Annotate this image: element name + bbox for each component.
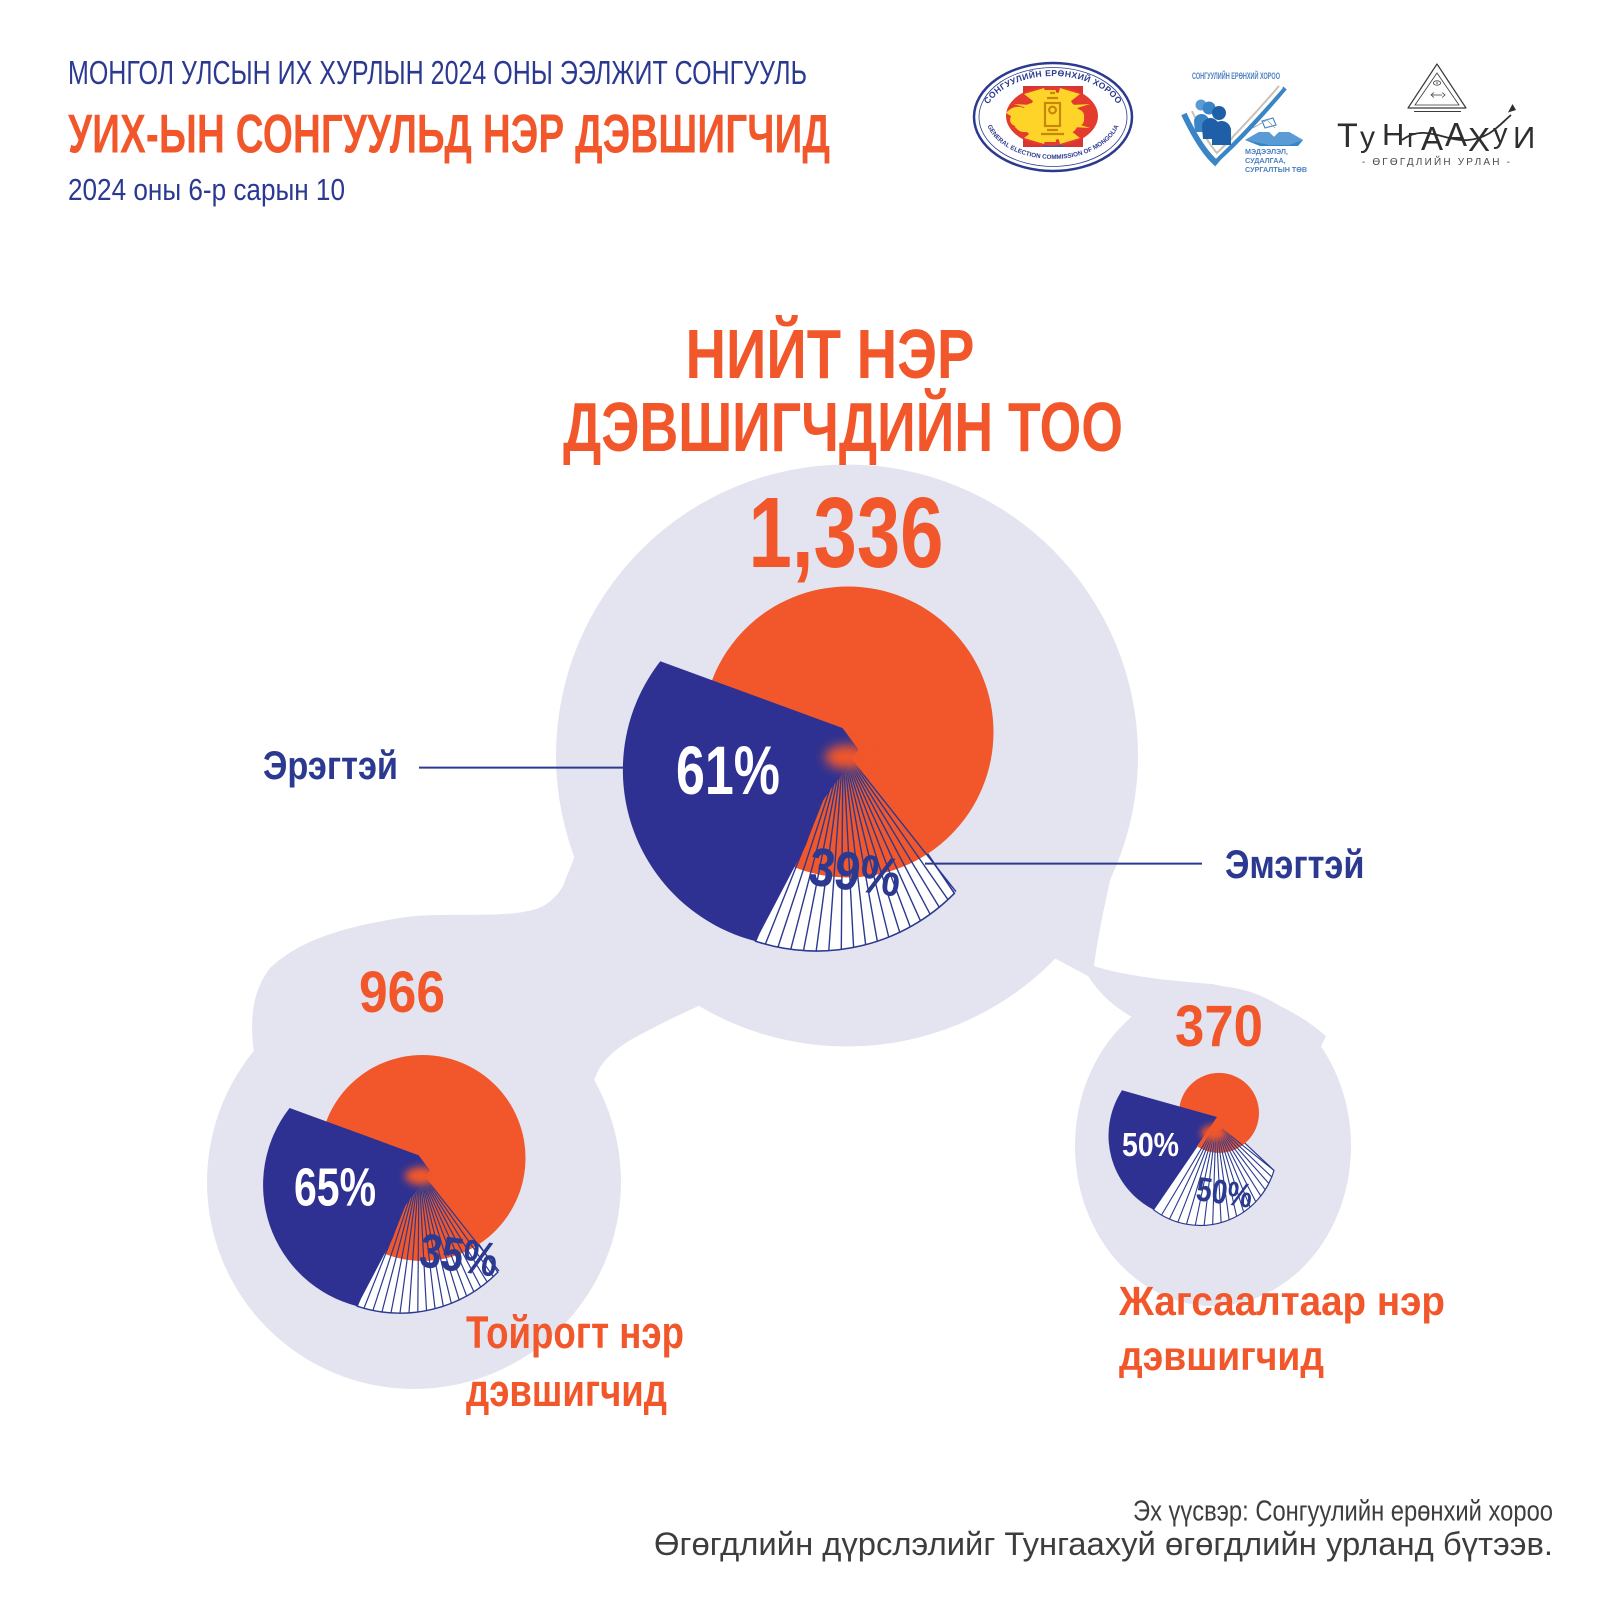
svg-text:50%: 50% <box>1122 1126 1179 1163</box>
svg-text:Х: Х <box>1468 121 1490 158</box>
svg-text:И: И <box>1513 120 1535 155</box>
svg-text:у: у <box>1493 118 1508 150</box>
svg-text:1,336: 1,336 <box>749 477 944 589</box>
svg-text:дэвшигчид: дэвшигчид <box>1119 1333 1324 1379</box>
svg-text:у: у <box>1360 121 1375 154</box>
svg-text:Эрэгтэй: Эрэгтэй <box>263 744 398 788</box>
svg-text:СУДАЛГАА,: СУДАЛГАА, <box>1245 156 1286 165</box>
svg-text:370: 370 <box>1175 994 1263 1059</box>
svg-text:2024 оны 6-р сарын 10: 2024 оны 6-р сарын 10 <box>68 172 345 207</box>
svg-text:Жагсаалтаар нэр: Жагсаалтаар нэр <box>1118 1278 1445 1324</box>
svg-text:39%: 39% <box>805 836 904 908</box>
svg-text:А: А <box>1445 116 1467 153</box>
svg-text:МОНГОЛ УЛСЫН ИХ ХУРЛЫН 2024 ОН: МОНГОЛ УЛСЫН ИХ ХУРЛЫН 2024 ОНЫ ЭЭЛЖИТ С… <box>68 54 807 91</box>
svg-text:61%: 61% <box>676 732 780 809</box>
svg-text:ДЭВШИГЧДИЙН ТОО: ДЭВШИГЧДИЙН ТОО <box>563 387 1123 466</box>
svg-text:СУРГАЛТЫН ТӨВ: СУРГАЛТЫН ТӨВ <box>1245 165 1307 174</box>
svg-text:А: А <box>1421 120 1443 157</box>
svg-text:Н: Н <box>1382 117 1404 152</box>
svg-text:50%: 50% <box>1194 1170 1255 1215</box>
svg-text:65%: 65% <box>294 1158 376 1218</box>
svg-text:МЭДЭЭЛЭЛ,: МЭДЭЭЛЭЛ, <box>1245 147 1288 156</box>
svg-text:- ӨГӨГДЛИЙН УРЛАН -: - ӨГӨГДЛИЙН УРЛАН - <box>1362 155 1512 168</box>
svg-text:Т: Т <box>1337 117 1358 155</box>
svg-text:Тойрогт нэр: Тойрогт нэр <box>466 1307 684 1358</box>
svg-text:Өгөгдлийн дүрслэлийг Тунгаахуй: Өгөгдлийн дүрслэлийг Тунгаахуй өгөгдлийн… <box>654 1526 1553 1562</box>
svg-text:Эх үүсвэр: Сонгуулийн ерөнхий: Эх үүсвэр: Сонгуулийн ерөнхий хороо <box>1133 1496 1553 1528</box>
svg-text:СОНГУУЛИЙН ЕРӨНХИЙ ХОРОО: СОНГУУЛИЙН ЕРӨНХИЙ ХОРОО <box>1192 70 1280 81</box>
svg-text:НИЙТ НЭР: НИЙТ НЭР <box>686 314 975 393</box>
svg-text:Эмэгтэй: Эмэгтэй <box>1225 843 1365 887</box>
svg-text:35%: 35% <box>416 1224 501 1287</box>
svg-text:г: г <box>1407 123 1417 153</box>
svg-text:УИХ-ЫН СОНГУУЛЬД НЭР ДЭВШИГЧИД: УИХ-ЫН СОНГУУЛЬД НЭР ДЭВШИГЧИД <box>68 103 830 165</box>
svg-text:дэвшигчид: дэвшигчид <box>466 1365 667 1416</box>
svg-text:966: 966 <box>359 960 445 1025</box>
